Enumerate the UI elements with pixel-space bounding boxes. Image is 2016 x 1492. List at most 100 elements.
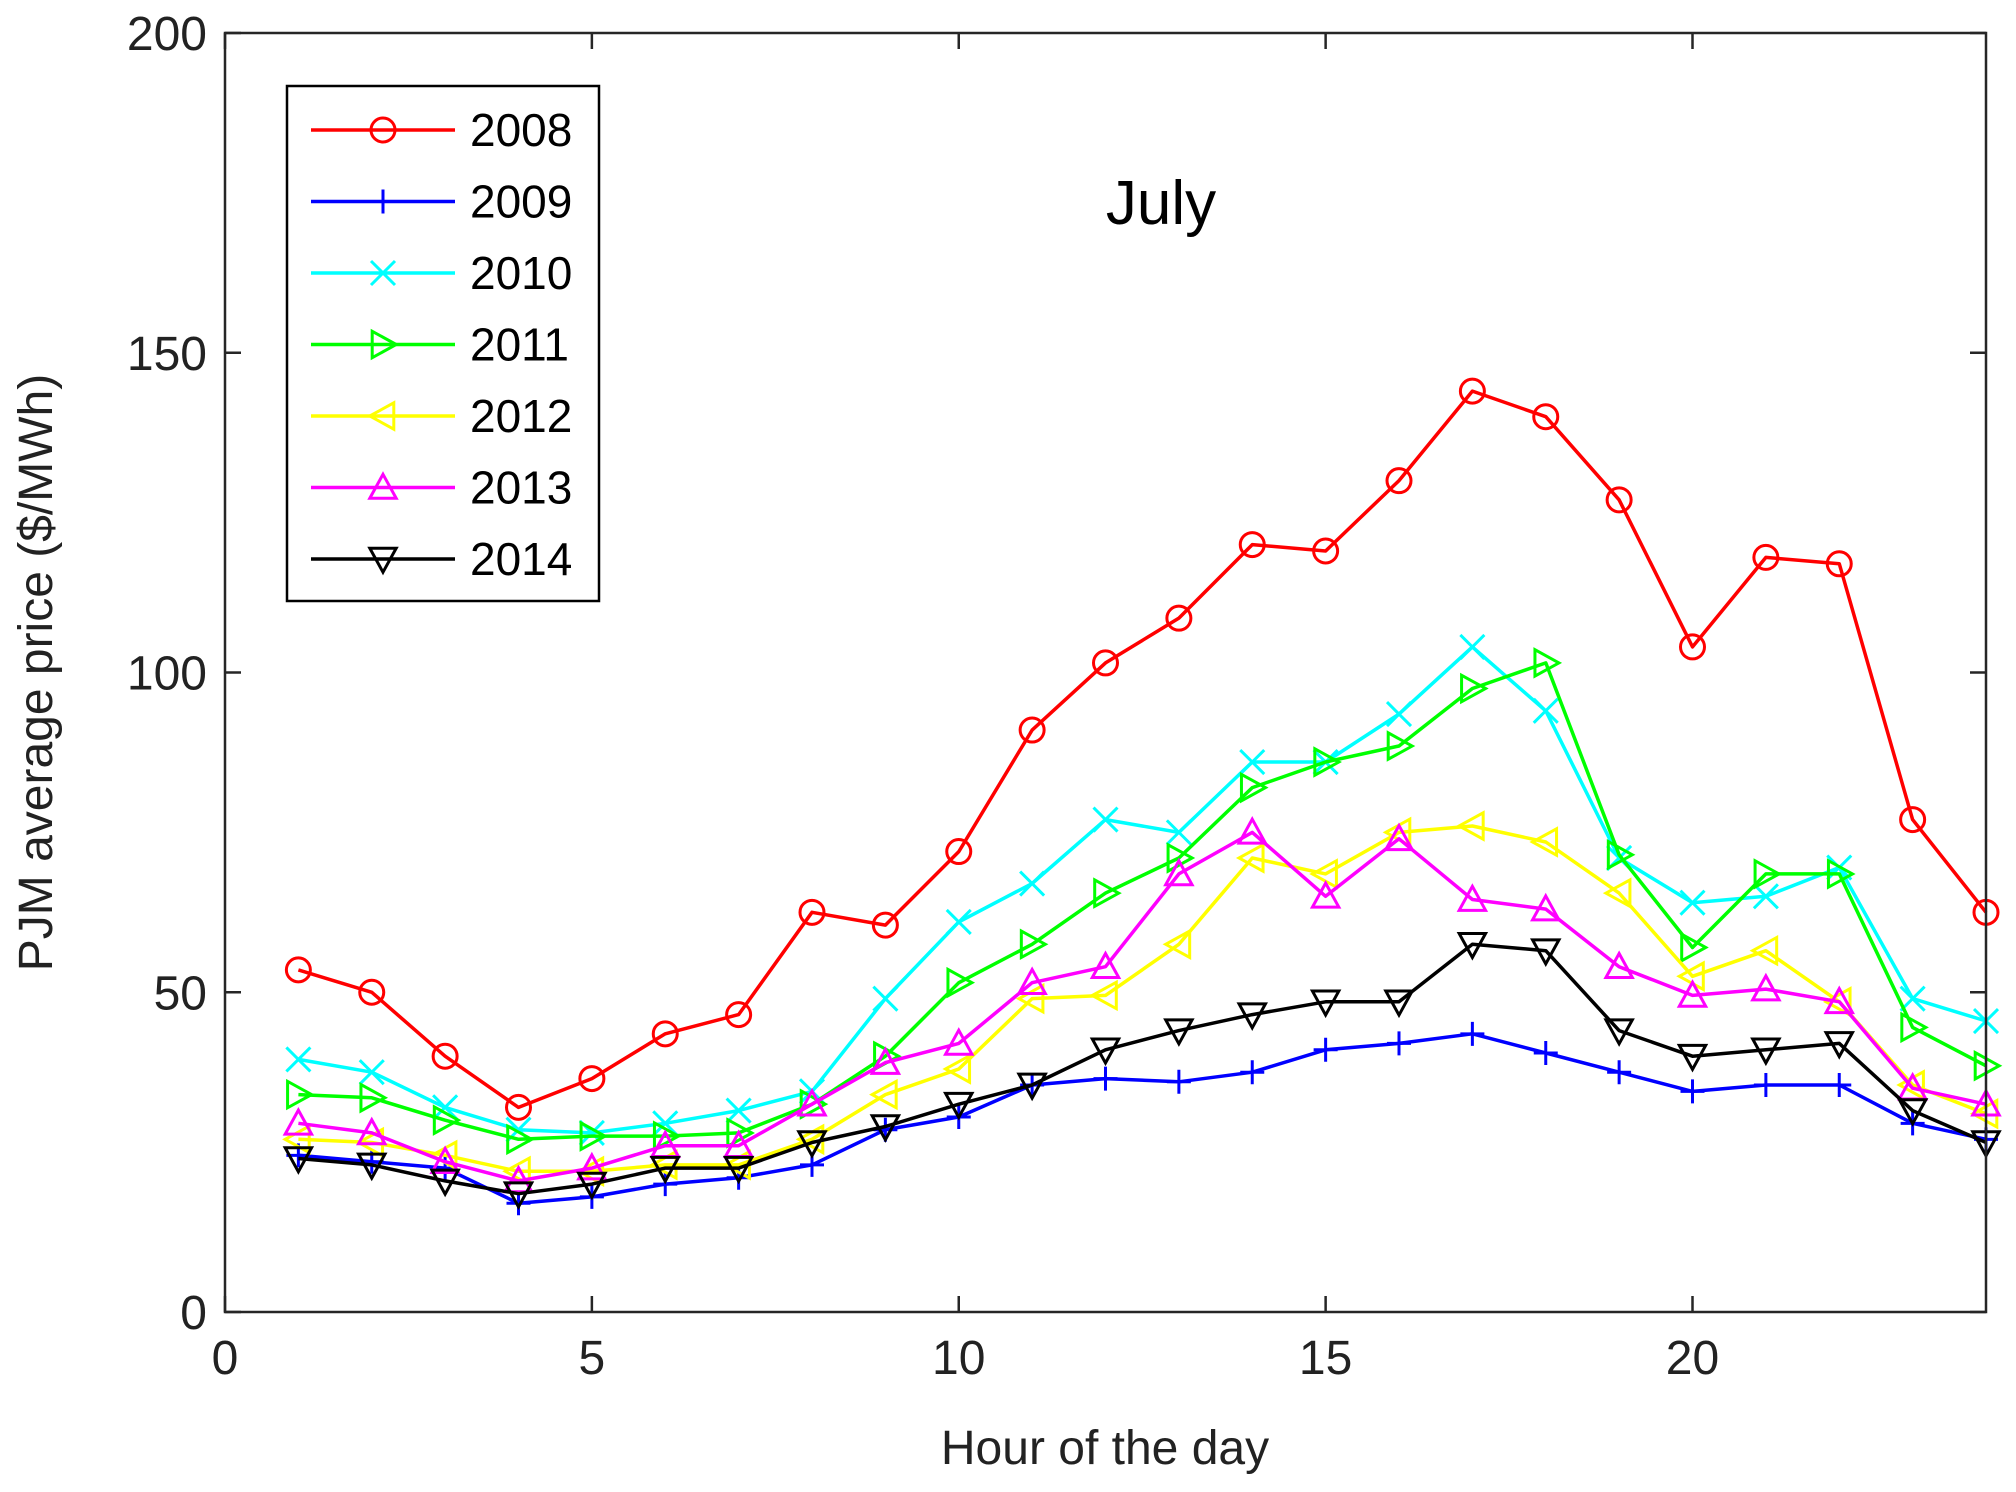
legend-label-2010: 2010: [470, 247, 572, 299]
data-point-2009: [1827, 1072, 1852, 1097]
data-point-2009: [1460, 1021, 1485, 1046]
data-point-2009: [1680, 1079, 1705, 1104]
data-point-2008: [1092, 649, 1119, 677]
x-tick-label: 20: [1666, 1332, 1719, 1385]
data-point-2009: [1607, 1060, 1632, 1085]
data-point-2014: [869, 1114, 902, 1143]
data-point-2013: [943, 1027, 975, 1056]
legend-marker-2013: [367, 471, 399, 500]
data-point-2012: [1822, 986, 1852, 1018]
data-point-2010: [1385, 701, 1413, 728]
data-point-2008: [1165, 604, 1193, 632]
data-point-2014: [1896, 1098, 1929, 1127]
x-axis-label: Hour of the day: [941, 1422, 1269, 1475]
data-point-2010: [1239, 748, 1266, 776]
data-point-2014: [282, 1146, 315, 1175]
data-point-2014: [1676, 1043, 1709, 1073]
x-tick-label: 0: [212, 1332, 239, 1385]
data-point-2013: [1456, 883, 1489, 912]
data-point-2008: [1385, 467, 1413, 495]
data-point-2014: [502, 1181, 535, 1211]
y-tick-label: 150: [127, 328, 207, 381]
data-point-2008: [358, 978, 386, 1006]
data-point-2010: [1752, 883, 1779, 910]
data-point-2008: [871, 911, 899, 939]
data-point-2013: [796, 1087, 828, 1117]
series-layer: [282, 377, 2003, 1216]
data-point-2010: [1679, 889, 1706, 916]
data-point-2011: [579, 1120, 609, 1152]
data-point-2011: [1606, 839, 1636, 871]
data-point-2014: [576, 1171, 608, 1201]
data-point-2013: [282, 1107, 315, 1136]
data-point-2013: [576, 1151, 608, 1181]
data-point-2008: [1899, 806, 1927, 834]
chart-title: July: [1106, 169, 1216, 238]
data-point-2008: [945, 838, 973, 866]
data-point-2014: [722, 1155, 755, 1185]
data-point-2013: [1750, 972, 1782, 1002]
data-point-2010: [358, 1059, 385, 1086]
data-point-2014: [1089, 1037, 1122, 1067]
data-point-2012: [1529, 826, 1559, 858]
legend-marker-2014: [367, 546, 399, 576]
y-tick-label: 100: [127, 648, 207, 701]
data-point-2012: [1089, 979, 1118, 1012]
data-point-2008: [578, 1065, 606, 1093]
data-point-2014: [1309, 989, 1342, 1019]
data-point-2010: [1459, 633, 1486, 660]
data-point-2012: [502, 1155, 531, 1188]
data-point-2009: [1753, 1072, 1778, 1097]
data-point-2009: [1313, 1037, 1338, 1062]
legend-marker-2010: [369, 259, 397, 287]
data-point-2013: [869, 1046, 902, 1075]
data-point-2010: [725, 1097, 752, 1124]
legend-label-2013: 2013: [470, 462, 572, 514]
data-point-2013: [1163, 857, 1195, 887]
data-point-2014: [1016, 1072, 1048, 1102]
data-point-2009: [1240, 1060, 1265, 1085]
series-line-2014: [298, 942, 1987, 1196]
data-point-2014: [429, 1168, 461, 1198]
data-point-2012: [1749, 934, 1779, 967]
data-point-2011: [359, 1082, 389, 1114]
data-point-2013: [1823, 985, 1855, 1015]
data-point-2014: [1530, 938, 1562, 967]
x-tick-label: 5: [579, 1332, 606, 1385]
data-point-2008: [725, 1001, 753, 1029]
x-tick-label: 15: [1299, 1332, 1352, 1385]
data-point-2011: [1019, 928, 1049, 961]
data-point-2011: [726, 1117, 755, 1149]
data-point-2011: [286, 1078, 315, 1111]
data-point-2012: [1309, 858, 1338, 890]
legend-label-2008: 2008: [470, 104, 572, 156]
data-point-2010: [1165, 819, 1192, 846]
data-point-2014: [1383, 989, 1415, 1019]
data-point-2013: [1089, 950, 1122, 979]
data-point-2008: [1312, 537, 1340, 565]
data-point-2011: [1239, 771, 1269, 804]
data-point-2011: [1093, 877, 1122, 909]
data-point-2009: [1387, 1031, 1411, 1056]
data-point-2012: [1602, 877, 1632, 909]
data-point-2013: [1603, 950, 1635, 979]
data-point-2010: [432, 1094, 459, 1121]
series-2014: [282, 931, 2002, 1211]
data-point-2008: [505, 1093, 532, 1121]
data-point-2011: [1386, 730, 1416, 762]
data-point-2008: [431, 1042, 459, 1070]
data-point-2014: [1236, 1002, 1268, 1031]
data-point-2011: [946, 966, 976, 999]
data-point-2012: [942, 1053, 972, 1085]
data-point-2011: [1826, 858, 1856, 890]
data-point-2010: [872, 985, 899, 1012]
series-line-2013: [298, 830, 1987, 1183]
x-tick-label: 10: [932, 1332, 985, 1385]
data-point-2008: [1825, 550, 1853, 578]
data-point-2014: [356, 1152, 388, 1182]
data-point-2013: [429, 1145, 461, 1175]
data-point-2013: [1236, 816, 1268, 845]
series-line-2009: [298, 1032, 1987, 1206]
data-point-2008: [1752, 543, 1780, 571]
